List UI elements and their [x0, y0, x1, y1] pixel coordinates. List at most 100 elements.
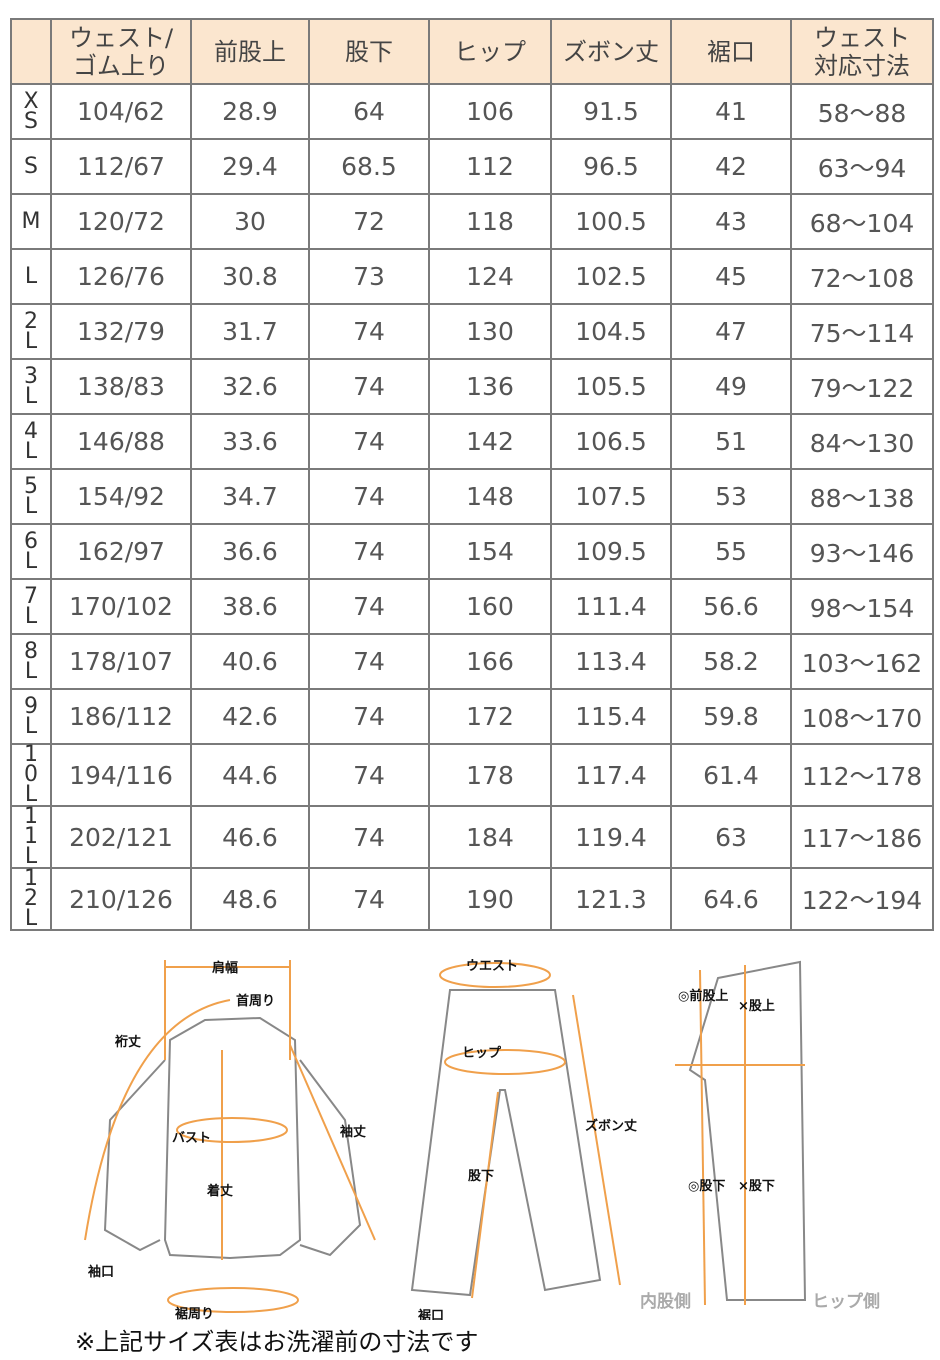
- table-cell: 112～178: [790, 743, 934, 807]
- table-row: 7 L 170/102 38.6 74 160 111.4 56.6 98～154: [10, 578, 934, 635]
- table-cell: 178: [428, 743, 552, 807]
- table-cell: 55: [670, 523, 792, 580]
- column-header: 裾口: [670, 18, 792, 85]
- washing-note: ※上記サイズ表はお洗濯前の寸法です: [75, 1328, 479, 1356]
- size-label: X S: [10, 83, 52, 140]
- table-cell: 36.6: [190, 523, 310, 580]
- column-header: ヒップ: [428, 18, 552, 85]
- label-good-inseam: ◎股下: [688, 1179, 725, 1194]
- table-cell: 63: [670, 805, 792, 869]
- table-cell: 74: [308, 358, 430, 415]
- table-cell: 103～162: [790, 633, 934, 690]
- table-cell: 117.4: [550, 743, 672, 807]
- table-cell: 88～138: [790, 468, 934, 525]
- table-cell: 58.2: [670, 633, 792, 690]
- table-cell: 107.5: [550, 468, 672, 525]
- table-cell: 104/62: [50, 83, 192, 140]
- table-cell: 74: [308, 413, 430, 470]
- table-cell: 111.4: [550, 578, 672, 635]
- table-cell: 154: [428, 523, 552, 580]
- size-label: L: [10, 248, 52, 305]
- label-hem: 裾周り: [175, 1306, 214, 1320]
- table-cell: 31.7: [190, 303, 310, 360]
- table-cell: 68～104: [790, 193, 934, 250]
- table-cell: 162/97: [50, 523, 192, 580]
- size-label: 7 L: [10, 578, 52, 635]
- table-cell: 53: [670, 468, 792, 525]
- table-cell: 106.5: [550, 413, 672, 470]
- column-header: ウェスト 対応寸法: [790, 18, 934, 85]
- table-cell: 172: [428, 688, 552, 745]
- table-cell: 46.6: [190, 805, 310, 869]
- size-label: 9 L: [10, 688, 52, 745]
- table-cell: 184: [428, 805, 552, 869]
- table-row: 3 L 138/83 32.6 74 136 105.5 49 79～122: [10, 358, 934, 415]
- size-label: 4 L: [10, 413, 52, 470]
- table-cell: 112/67: [50, 138, 192, 195]
- table-cell: 38.6: [190, 578, 310, 635]
- table-cell: 120/72: [50, 193, 192, 250]
- table-row: S 112/67 29.4 68.5 112 96.5 42 63～94: [10, 138, 934, 195]
- table-cell: 43: [670, 193, 792, 250]
- table-cell: 73: [308, 248, 430, 305]
- table-cell: 49: [670, 358, 792, 415]
- size-label: 2 L: [10, 303, 52, 360]
- table-cell: 104.5: [550, 303, 672, 360]
- table-cell: 108～170: [790, 688, 934, 745]
- label-inner: 内股側: [640, 1291, 691, 1312]
- column-header: [10, 18, 52, 85]
- label-hip: ヒップ: [462, 1046, 502, 1061]
- table-cell: 124: [428, 248, 552, 305]
- label-yuki: 裄丈: [114, 1034, 141, 1050]
- table-cell: 84～130: [790, 413, 934, 470]
- table-cell: 74: [308, 303, 430, 360]
- table-cell: 51: [670, 413, 792, 470]
- size-label: 5 L: [10, 468, 52, 525]
- size-label: S: [10, 138, 52, 195]
- size-label: 1 2 L: [10, 867, 52, 931]
- table-cell: 142: [428, 413, 552, 470]
- label-pants-hem: 裾口: [418, 1308, 444, 1320]
- table-cell: 113.4: [550, 633, 672, 690]
- table-cell: 102.5: [550, 248, 672, 305]
- table-cell: 63～94: [790, 138, 934, 195]
- table-cell: 166: [428, 633, 552, 690]
- table-cell: 33.6: [190, 413, 310, 470]
- label-cuff: 袖口: [88, 1264, 114, 1280]
- table-cell: 146/88: [50, 413, 192, 470]
- table-cell: 194/116: [50, 743, 192, 807]
- label-shoulder: 肩幅: [212, 960, 238, 976]
- table-cell: 130: [428, 303, 552, 360]
- table-cell: 61.4: [670, 743, 792, 807]
- table-cell: 30: [190, 193, 310, 250]
- table-cell: 72～108: [790, 248, 934, 305]
- table-cell: 136: [428, 358, 552, 415]
- label-bust: バスト: [172, 1131, 211, 1146]
- table-cell: 132/79: [50, 303, 192, 360]
- table-cell: 79～122: [790, 358, 934, 415]
- size-label: 8 L: [10, 633, 52, 690]
- size-label: M: [10, 193, 52, 250]
- table-cell: 154/92: [50, 468, 192, 525]
- table-cell: 74: [308, 633, 430, 690]
- label-length: 着丈: [206, 1183, 233, 1199]
- table-cell: 74: [308, 523, 430, 580]
- table-row: 4 L 146/88 33.6 74 142 106.5 51 84～130: [10, 413, 934, 470]
- measurement-diagram: 肩幅 首周り 裄丈 袖丈 バスト 着丈 袖口 裾周り ウエスト ヒップ 股下 ズ…: [84, 959, 880, 1320]
- table-cell: 109.5: [550, 523, 672, 580]
- table-cell: 106: [428, 83, 552, 140]
- label-sleeve: 袖丈: [340, 1124, 366, 1140]
- table-cell: 93～146: [790, 523, 934, 580]
- table-cell: 59.8: [670, 688, 792, 745]
- table-cell: 42: [670, 138, 792, 195]
- table-row: 2 L 132/79 31.7 74 130 104.5 47 75～114: [10, 303, 934, 360]
- table-cell: 119.4: [550, 805, 672, 869]
- table-cell: 75～114: [790, 303, 934, 360]
- table-cell: 138/83: [50, 358, 192, 415]
- size-label: 3 L: [10, 358, 52, 415]
- table-row: 9 L 186/112 42.6 74 172 115.4 59.8 108～170: [10, 688, 934, 745]
- table-cell: 74: [308, 578, 430, 635]
- table-cell: 64: [308, 83, 430, 140]
- table-cell: 74: [308, 867, 430, 931]
- label-good-rise: ◎前股上: [678, 988, 728, 1004]
